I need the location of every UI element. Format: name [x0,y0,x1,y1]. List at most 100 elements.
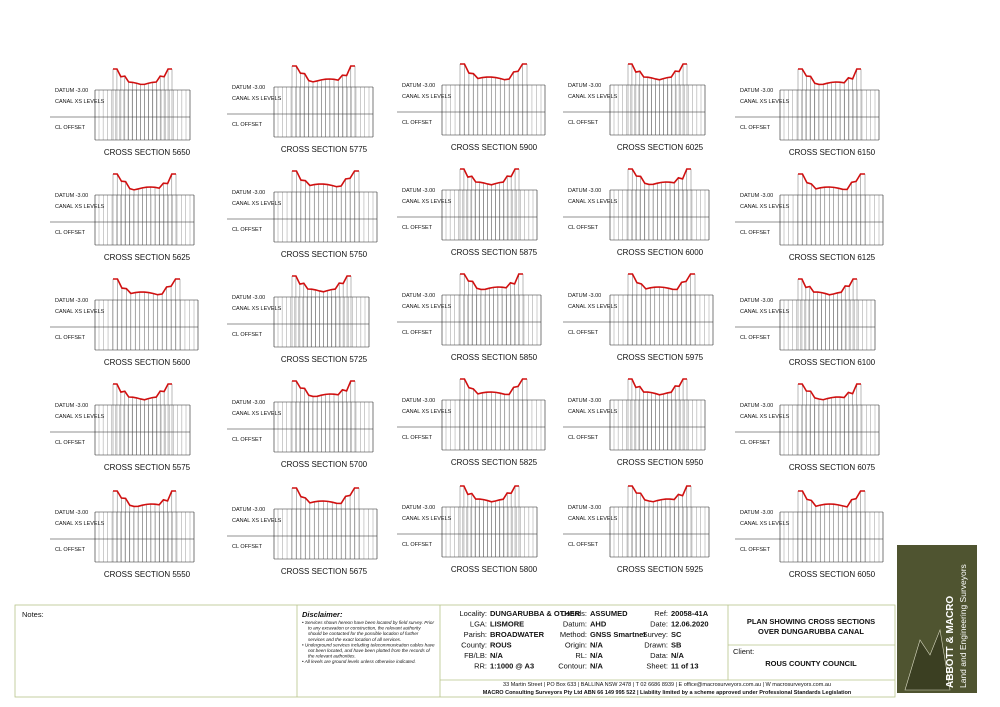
client: ROUS COUNTY COUNCIL [765,659,857,668]
offset-label: CL OFFSET [402,120,433,126]
levels-label: CANAL XS LEVELS [402,94,452,100]
datum-label: DATUM -3.00 [740,403,773,409]
footer: MACRO Consulting Surveyors Pty Ltd ABN 6… [483,690,852,696]
profile [113,383,172,401]
datum-label: DATUM -3.00 [55,403,88,409]
field-label: LGA: [470,620,487,629]
field-label: Method: [560,630,587,639]
section-title: CROSS SECTION 6075 [789,463,876,472]
datum-label: DATUM -3.00 [55,88,88,94]
field-value: BROADWATER [490,630,545,639]
levels-label: CANAL XS LEVELS [232,411,282,417]
profile [292,275,351,293]
profile [460,168,519,186]
field-label: Coords: [561,609,587,618]
profile [460,485,519,503]
field-label: Sheet: [646,662,668,671]
datum-label: DATUM -3.00 [568,293,601,299]
logo-figure [904,628,951,691]
levels-label: CANAL XS LEVELS [568,516,618,522]
field-value: 11 of 13 [671,662,699,671]
logo-sub: Land and Engineering Surveyors [958,564,968,688]
field-value: AHD [590,620,607,629]
profile [798,278,857,296]
cross-section: DATUM -3.00 CANAL XS LEVELS CL OFFSET CROSS… [397,485,538,574]
field-label: Drawn: [644,641,668,650]
disclaimer-item: • Underground services including telecom… [302,642,435,658]
field-value: N/A [590,651,604,660]
section-title: CROSS SECTION 5900 [451,143,538,152]
cross-section: DATUM -3.00 CANAL XS LEVELS CL OFFSET CROSS… [397,273,542,362]
footer: 33 Martin Street | PO Box 633 | BALLINA … [503,682,831,688]
cross-section: DATUM -3.00 CANAL XS LEVELS CL OFFSET CROSS… [50,68,191,157]
levels-label: CANAL XS LEVELS [740,414,790,420]
cross-section: DATUM -3.00 CANAL XS LEVELS CL OFFSET CROSS… [50,383,191,472]
datum-label: DATUM -3.00 [55,510,88,516]
field-value: LISMORE [490,620,524,629]
cross-section: DATUM -3.00 CANAL XS LEVELS CL OFFSET CROSS… [397,63,546,152]
cross-section: DATUM -3.00 CANAL XS LEVELS CL OFFSET CROSS… [563,378,706,467]
datum-label: DATUM -3.00 [568,188,601,194]
field-label: Contour: [558,662,587,671]
profile [460,378,527,396]
field-value: ASSUMED [590,609,628,618]
disclaimer-item: • Services shown hereon have been locate… [302,620,434,642]
field-value: N/A [671,651,685,660]
levels-label: CANAL XS LEVELS [55,99,105,105]
levels-label: CANAL XS LEVELS [568,409,618,415]
field-value: 12.06.2020 [671,620,709,629]
datum-label: DATUM -3.00 [232,85,265,91]
field-value: DUNGARUBBA & OTHER [490,609,581,618]
levels-label: CANAL XS LEVELS [232,518,282,524]
title-block: Notes: Disclaimer: PLAN SHOWING CROSS SE… [14,545,977,698]
cross-section: DATUM -3.00 CANAL XS LEVELS CL OFFSET CROSS… [563,485,710,574]
field-value: 20058-41A [671,609,709,618]
datum-label: DATUM -3.00 [402,293,435,299]
levels-label: CANAL XS LEVELS [55,414,105,420]
datum-label: DATUM -3.00 [740,510,773,516]
client-label: Client: [733,647,754,656]
sections: DATUM -3.00 CANAL XS LEVELS CL OFFSET CROSS… [50,63,884,579]
datum-label: DATUM -3.00 [55,298,88,304]
offset-label: CL OFFSET [568,542,599,548]
section-title: CROSS SECTION 5825 [451,458,538,467]
levels-label: CANAL XS LEVELS [55,521,105,527]
cross-section: DATUM -3.00 CANAL XS LEVELS CL OFFSET CROSS… [735,68,880,157]
datum-label: DATUM -3.00 [568,505,601,511]
section-title: CROSS SECTION 6025 [617,143,704,152]
cross-section: DATUM -3.00 CANAL XS LEVELS CL OFFSET CROSS… [735,490,884,579]
field-value: ROUS [490,641,512,650]
levels-label: CANAL XS LEVELS [232,201,282,207]
profile [113,278,180,296]
levels-label: CANAL XS LEVELS [402,304,452,310]
levels-label: CANAL XS LEVELS [55,204,105,210]
field-label: Origin: [565,641,587,650]
offset-label: CL OFFSET [232,122,263,128]
section-title: CROSS SECTION 5700 [281,460,368,469]
offset-label: CL OFFSET [568,120,599,126]
field-value: N/A [490,651,504,660]
datum-label: DATUM -3.00 [402,83,435,89]
offset-label: CL OFFSET [568,330,599,336]
levels-label: CANAL XS LEVELS [568,199,618,205]
field-label: Survey: [643,630,668,639]
section-title: CROSS SECTION 5950 [617,458,704,467]
offset-label: CL OFFSET [232,332,263,338]
offset-label: CL OFFSET [740,335,771,341]
field-label: RR: [474,662,487,671]
profile [292,487,359,505]
offset-label: CL OFFSET [55,125,86,131]
datum-label: DATUM -3.00 [55,193,88,199]
profile [628,485,691,503]
field-label: FB/LB: [464,651,487,660]
levels-label: CANAL XS LEVELS [232,96,282,102]
datum-label: DATUM -3.00 [402,505,435,511]
field-label: Datum: [563,620,587,629]
levels-label: CANAL XS LEVELS [402,516,452,522]
datum-label: DATUM -3.00 [232,507,265,513]
datum-label: DATUM -3.00 [402,398,435,404]
section-title: CROSS SECTION 5750 [281,250,368,259]
offset-label: CL OFFSET [568,435,599,441]
section-title: CROSS SECTION 5550 [104,570,191,579]
section-title: CROSS SECTION 5725 [281,355,368,364]
